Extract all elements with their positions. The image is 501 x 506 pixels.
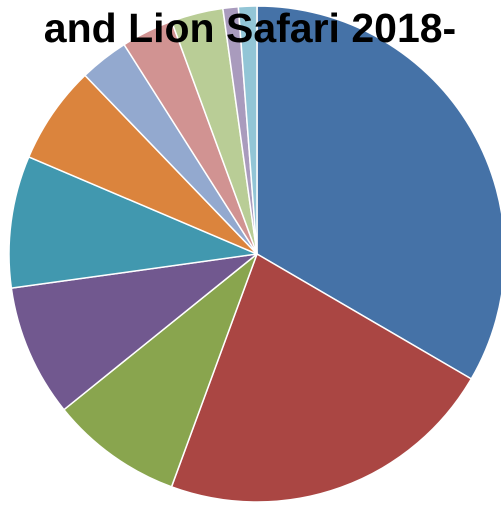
pie-slice-3: [63, 253, 258, 488]
pie-slice-2: [170, 253, 473, 503]
pie-slice-11: [237, 5, 258, 255]
pie-slice-1: [256, 5, 501, 380]
pie-slice-5: [8, 156, 258, 289]
pie-slice-4: [10, 253, 258, 411]
pie-slices: [8, 5, 501, 503]
chart-title: and Lion Safari 2018-: [44, 5, 456, 51]
